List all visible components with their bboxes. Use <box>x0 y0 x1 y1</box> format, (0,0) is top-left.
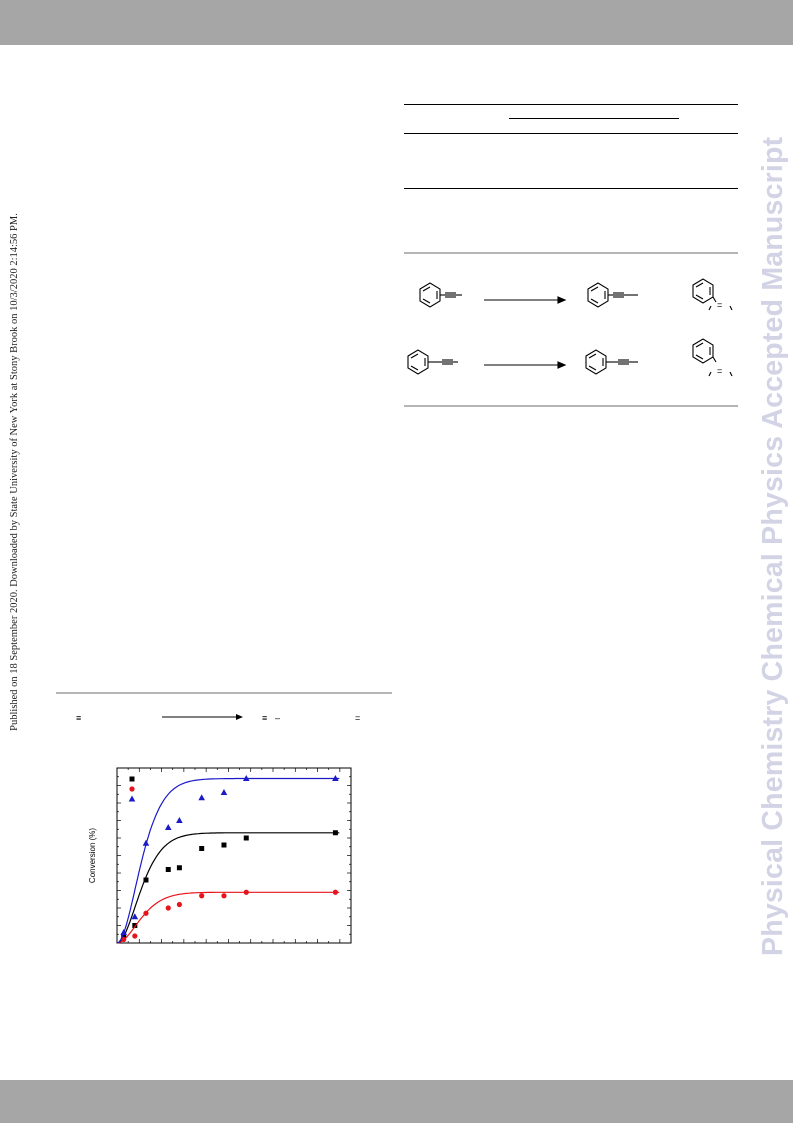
legend-marker-square <box>129 776 135 782</box>
table-span-rule <box>509 118 679 119</box>
series-fit-line <box>116 832 340 944</box>
left-scheme-rule <box>56 692 392 694</box>
conversion-chart: Conversion (%) <box>88 767 352 944</box>
plot-frame <box>116 767 352 944</box>
data-point-triangle <box>242 775 250 781</box>
data-point-square <box>176 865 182 871</box>
triple-bond-symbol-left: ≡ <box>76 713 81 723</box>
data-point-circle <box>332 889 338 895</box>
data-point-square <box>165 867 171 872</box>
data-point-square <box>199 846 205 851</box>
styrene-byproduct-1 <box>692 278 733 311</box>
data-point-square <box>121 933 127 939</box>
table-head-rule <box>404 133 738 134</box>
data-point-circle <box>165 905 171 911</box>
series-fit-line <box>116 777 340 944</box>
data-point-circle <box>176 901 182 908</box>
data-point-circle <box>121 936 127 943</box>
data-point-circle <box>132 933 138 939</box>
table-bottom-rule <box>404 188 738 189</box>
footer-bar <box>0 1080 793 1123</box>
double-bond-symbol-left: = <box>355 713 360 723</box>
y-axis-label: Conversion (%) <box>88 828 97 883</box>
double-bond-symbol-1: = <box>717 300 722 310</box>
left-reaction-scheme: ≡ ≡ – = <box>76 713 360 723</box>
data-point-circle <box>199 893 205 899</box>
data-point-square <box>143 877 149 883</box>
data-point-triangle <box>198 794 205 801</box>
data-point-square <box>132 923 138 928</box>
data-point-circle <box>221 893 227 899</box>
bond-minus-symbol: – <box>275 713 280 723</box>
data-point-triangle <box>142 839 150 846</box>
double-bond-symbol-2: = <box>717 366 722 376</box>
data-point-circle <box>243 889 249 895</box>
data-point-triangle <box>220 789 228 795</box>
data-point-triangle <box>176 817 183 823</box>
reaction-scheme: = = <box>407 278 733 377</box>
publication-note: Published on 18 September 2020. Download… <box>9 213 20 731</box>
legend-marker-triangle <box>128 795 136 802</box>
phenylacetylene-product-2 <box>585 349 638 375</box>
data-point-triangle <box>164 824 172 830</box>
data-point-triangle <box>120 929 127 935</box>
series-fit-line <box>116 891 340 944</box>
phenylacetylene-reactant-1 <box>419 282 462 308</box>
data-point-square <box>332 830 338 836</box>
journal-watermark: Physical Chemistry Chemical Physics Acce… <box>757 136 789 956</box>
styrene-byproduct-2 <box>692 338 733 377</box>
data-point-triangle <box>131 913 139 920</box>
triple-bond-symbol-right: ≡ <box>262 713 267 723</box>
scheme-top-rule <box>404 252 738 254</box>
legend-marker-circle <box>129 786 135 792</box>
phenylacetylene-reactant-2 <box>407 349 458 375</box>
table-top-rule <box>404 104 738 105</box>
data-point-square <box>221 842 227 848</box>
scheme-bottom-rule <box>404 405 738 407</box>
data-point-circle <box>143 910 149 916</box>
data-point-square <box>243 835 249 841</box>
data-point-triangle <box>332 775 339 781</box>
header-bar <box>0 0 793 45</box>
phenylacetylene-product-1 <box>587 282 638 308</box>
